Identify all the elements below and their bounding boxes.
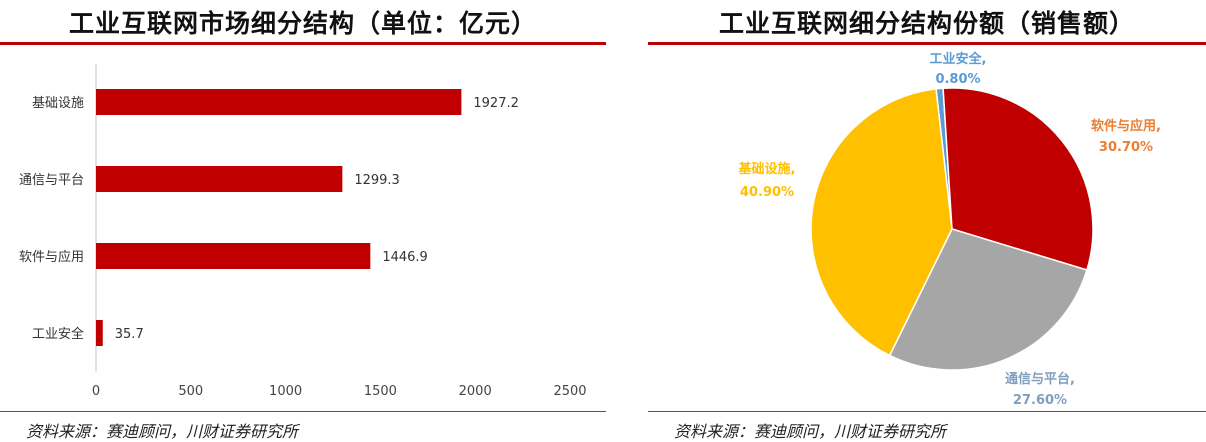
value-label: 1927.2 [473,96,518,111]
slice-pct-security: 0.80% [935,72,980,87]
slice-label-security: 工业安全, [930,51,987,67]
pie-slice-software [942,87,1094,271]
value-label: 1299.3 [354,173,400,188]
x-tick-label: 500 [178,384,203,399]
bar [96,166,343,192]
pie-title-rule [648,42,1206,45]
slice-pct-software: 30.70% [1099,140,1153,155]
pie-chart: 工业安全, 0.80% 软件与应用, 30.70% 通信与平台, 27.60% 基础设施, 4… [738,51,1161,408]
slice-label-infra: 基础设施, [738,161,796,177]
pie-source-rule [648,411,1206,412]
slice-pct-comms: 27.60% [1013,393,1067,408]
x-tick-label: 2500 [553,384,586,399]
bar [96,89,462,115]
x-tick-label: 1000 [269,384,302,399]
category-label: 基础设施 [32,96,84,111]
bar [96,243,371,269]
category-label: 工业安全 [32,326,84,342]
pie-slice-infra [810,88,953,357]
bar-chart: 基础设施 1927.2 通信与平台 1299.3 软件与应用 1446.9 工业安全 35.7… [19,64,587,399]
x-tick-label: 0 [92,384,100,399]
bar-chart-source: 资料来源：赛迪顾问，川财证券研究所 [26,422,299,441]
bar-source-rule [0,411,606,412]
x-tick-label: 1500 [364,384,397,399]
pie-chart-title: 工业互联网细分结构份额（销售额） [718,9,1135,38]
bar-chart-panel: 工业互联网市场细分结构（单位：亿元） 基础设施 1927.2 通信与平台 1299.3… [0,0,606,441]
bar-chart-title: 工业互联网市场细分结构（单位：亿元） [68,9,537,38]
pie-chart-source: 资料来源：赛迪顾问，川财证券研究所 [674,422,947,441]
pie-slice-comms [888,228,1088,371]
slice-label-comms: 通信与平台, [1005,371,1075,387]
category-label: 通信与平台 [19,173,84,188]
category-label: 软件与应用 [19,249,84,265]
slice-pct-infra: 40.90% [740,185,794,200]
x-tick-label: 2000 [459,384,492,399]
bar [96,320,103,346]
value-label: 1446.9 [382,250,428,265]
value-label: 35.7 [115,327,144,342]
slice-label-software: 软件与应用, [1091,118,1161,134]
pie-chart-panel: 工业互联网细分结构份额（销售额） 工业安全, 0.80% 软件与应用, 30.70% 通… [648,0,1206,441]
bar-title-rule [0,42,606,45]
